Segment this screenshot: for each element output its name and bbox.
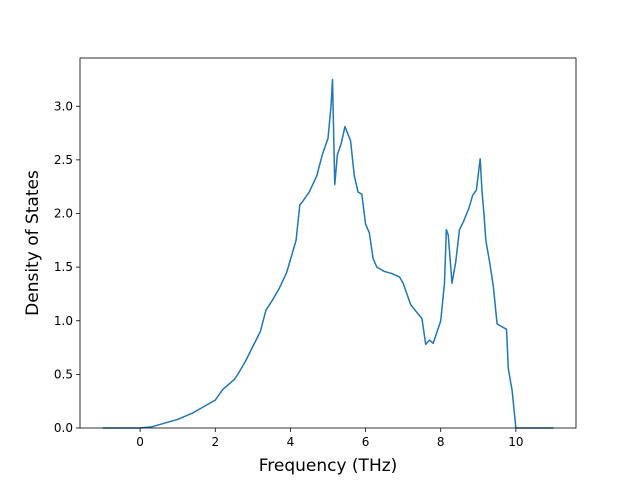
x-tick-label: 10 bbox=[508, 435, 523, 449]
x-tick-label: 0 bbox=[136, 435, 144, 449]
y-axis-ticks: 0.0 0.5 1.0 1.5 2.0 2.5 3.0 bbox=[54, 99, 80, 435]
x-axis-label: Frequency (THz) bbox=[259, 456, 398, 476]
y-tick-label: 2.0 bbox=[54, 207, 73, 221]
x-tick-label: 2 bbox=[211, 435, 219, 449]
plot-area bbox=[80, 58, 576, 428]
y-tick-label: 2.5 bbox=[54, 153, 73, 167]
x-tick-label: 4 bbox=[287, 435, 295, 449]
x-tick-label: 6 bbox=[362, 435, 370, 449]
y-tick-label: 0.0 bbox=[54, 421, 73, 435]
y-tick-label: 3.0 bbox=[54, 99, 73, 113]
y-tick-label: 1.5 bbox=[54, 260, 73, 274]
x-axis-ticks: 0 2 4 6 8 10 bbox=[136, 428, 524, 449]
y-axis-label: Density of States bbox=[23, 170, 43, 316]
plot-frame bbox=[79, 57, 577, 429]
series-line bbox=[102, 78, 554, 429]
x-tick-label: 8 bbox=[437, 435, 445, 449]
y-tick-label: 0.5 bbox=[54, 367, 73, 381]
y-tick-label: 1.0 bbox=[54, 314, 73, 328]
